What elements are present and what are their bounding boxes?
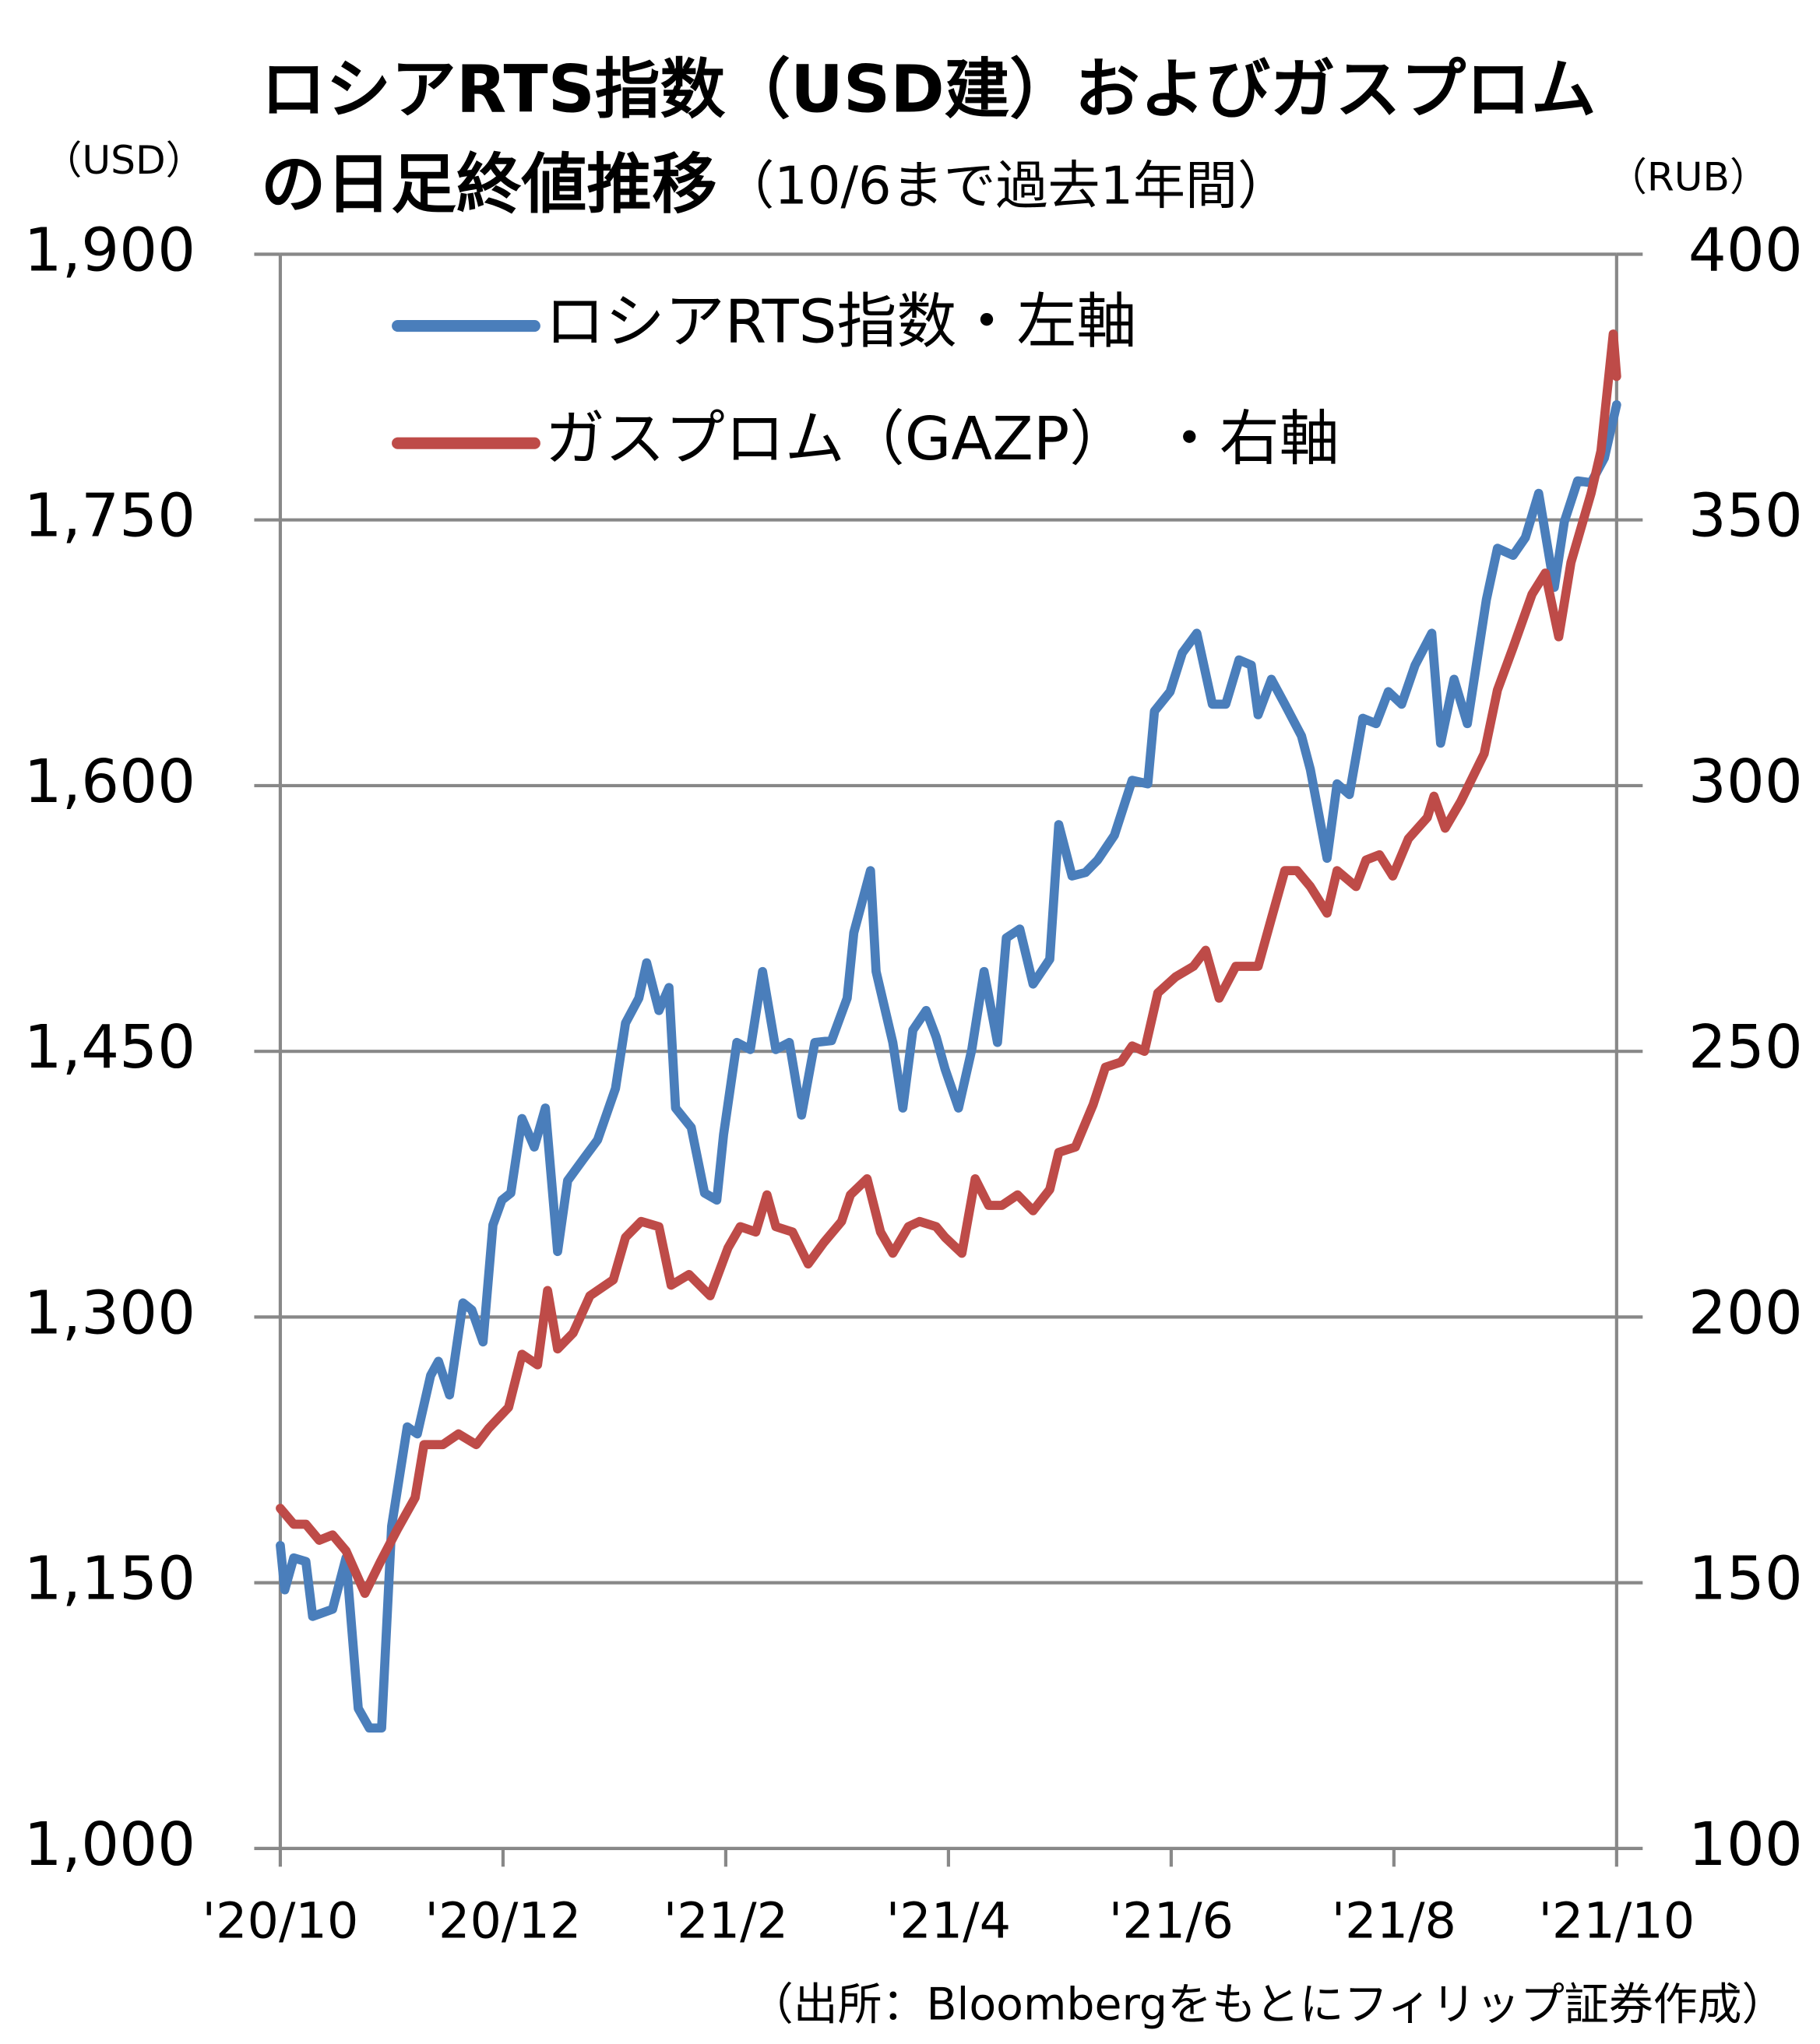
y-axis-label: （USD） xyxy=(43,137,205,183)
chart-subtitle: （10/6まで過去1年間） xyxy=(722,155,1290,216)
x-tick-label: '21/8 xyxy=(1332,1893,1456,1951)
source-note: （出所：Bloombergをもとにフィリップ証券作成） xyxy=(749,1979,1787,2031)
y2-tick-label: 150 xyxy=(1688,1545,1803,1614)
x-tick-label: '21/6 xyxy=(1109,1893,1234,1951)
y-tick-label: 1,900 xyxy=(24,216,195,285)
y-tick-label: 1,000 xyxy=(24,1810,195,1880)
y-tick-label: 1,300 xyxy=(24,1279,195,1348)
x-tick-label: '20/10 xyxy=(202,1893,359,1951)
x-tick-label: '21/10 xyxy=(1538,1893,1695,1951)
y2-tick-label: 200 xyxy=(1688,1279,1803,1348)
chart-title: の日足終値推移 xyxy=(261,146,717,223)
data-line xyxy=(276,399,1621,1733)
legend-label: ロシアRTS指数・左軸 xyxy=(545,288,1137,357)
data-line xyxy=(276,329,1621,1599)
y2-tick-label: 100 xyxy=(1688,1810,1803,1880)
y2-tick-label: 300 xyxy=(1688,748,1803,817)
y2-axis-label: （RUB） xyxy=(1608,154,1769,200)
x-tick-label: '20/12 xyxy=(425,1893,582,1951)
chart-title: ロシアRTS指数（USD建）およびガスプロム xyxy=(261,51,1596,128)
x-tick-label: '21/4 xyxy=(886,1893,1011,1951)
x-tick-label: '21/2 xyxy=(664,1893,788,1951)
legend-label: ガスプロム（GAZP） ・右軸 xyxy=(545,405,1339,474)
y-tick-label: 1,600 xyxy=(24,748,195,817)
y-tick-label: 1,750 xyxy=(24,482,195,551)
y2-tick-label: 350 xyxy=(1688,482,1803,551)
y2-tick-label: 250 xyxy=(1688,1013,1803,1082)
y-tick-label: 1,450 xyxy=(24,1013,195,1082)
y2-tick-label: 400 xyxy=(1688,216,1803,285)
y-tick-label: 1,150 xyxy=(24,1545,195,1614)
